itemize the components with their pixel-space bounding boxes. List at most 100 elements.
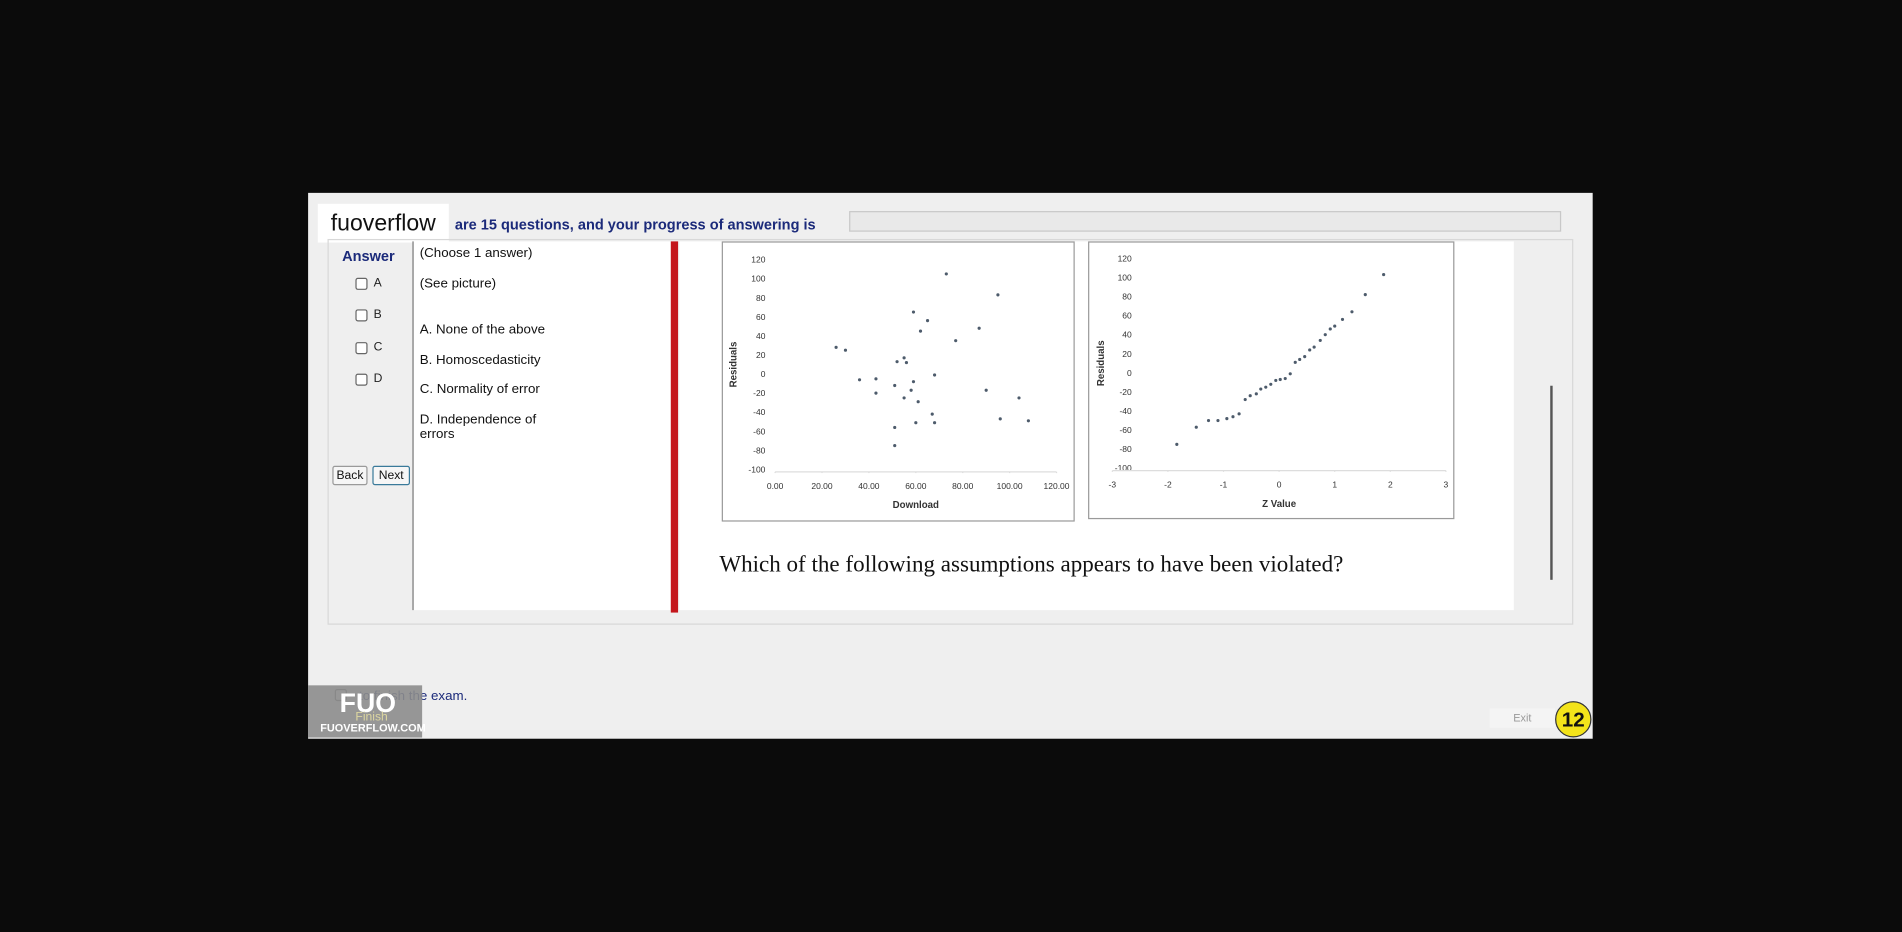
y-tick-label: -20 — [1119, 387, 1132, 397]
point — [1254, 392, 1258, 396]
x-tick-label: 100.00 — [997, 481, 1023, 491]
point — [834, 345, 838, 349]
checkbox[interactable] — [355, 342, 368, 355]
point — [1216, 418, 1220, 423]
x-axis-label: Z Value — [1262, 499, 1297, 510]
point — [1231, 415, 1235, 419]
point — [944, 272, 948, 276]
question-panel — [412, 241, 671, 611]
answer-title: Answer — [342, 247, 395, 265]
option: D. Independence of errors — [419, 412, 537, 442]
y-tick-label: 20 — [756, 350, 766, 360]
point — [1237, 412, 1241, 416]
choice-label: A — [373, 276, 382, 290]
point — [911, 380, 916, 384]
watermark-mark: FUO — [339, 687, 396, 719]
x-tick-label: 2 — [1388, 480, 1393, 490]
point — [1278, 377, 1282, 382]
point — [998, 417, 1002, 421]
point — [1283, 376, 1287, 381]
finish-button[interactable]: Finish — [355, 710, 388, 725]
point — [918, 329, 923, 333]
y-tick-label: 120 — [1118, 253, 1132, 263]
point — [930, 412, 934, 416]
x-tick-label: 0 — [1277, 480, 1282, 490]
point — [1363, 293, 1367, 297]
point — [977, 326, 981, 330]
option: A. None of the above — [419, 322, 546, 338]
y-tick-label: 100 — [1118, 272, 1132, 282]
point — [902, 396, 906, 400]
point — [914, 421, 918, 425]
y-tick-label: 40 — [1122, 330, 1132, 340]
watermark — [308, 685, 423, 738]
next-button[interactable]: Next — [372, 465, 410, 486]
point — [925, 319, 930, 323]
content-panel — [327, 238, 1574, 625]
y-tick-label: 100 — [751, 274, 765, 284]
point — [1328, 327, 1332, 331]
choice-label: D — [373, 372, 383, 386]
point — [1340, 317, 1345, 321]
point — [1248, 394, 1252, 398]
x-tick-label: 0.00 — [767, 481, 784, 491]
y-tick-label: -60 — [1119, 425, 1132, 435]
y-tick-label: 60 — [1122, 311, 1132, 321]
point — [1382, 273, 1386, 277]
y-axis-label: Residuals — [728, 342, 739, 388]
y-tick-label: 40 — [756, 331, 766, 341]
point — [911, 310, 916, 314]
point — [1308, 348, 1312, 352]
checkbox[interactable] — [355, 277, 368, 290]
y-tick-label: 0 — [761, 369, 766, 379]
exit-button[interactable]: Exit — [1489, 708, 1556, 728]
point — [895, 360, 899, 364]
x-tick-label: 120.00 — [1044, 481, 1070, 491]
checkbox[interactable] — [355, 309, 368, 322]
y-tick-label: 80 — [756, 293, 766, 303]
scrollbar[interactable] — [1550, 385, 1553, 580]
instruction: (Choose 1 answer) — [419, 246, 533, 261]
point — [1269, 382, 1273, 386]
x-tick-label: -2 — [1164, 480, 1172, 490]
option: B. Homoscedasticity — [419, 352, 541, 368]
point — [933, 373, 937, 377]
point — [1017, 396, 1021, 400]
point — [916, 400, 920, 404]
point — [1175, 442, 1179, 446]
point — [1323, 333, 1327, 337]
point — [874, 391, 878, 395]
point — [1333, 324, 1337, 328]
point — [1312, 345, 1316, 349]
checkbox[interactable] — [355, 373, 368, 386]
y-tick-label: -80 — [753, 445, 766, 455]
point — [1274, 378, 1278, 383]
y-tick-label: 120 — [751, 255, 765, 265]
y-tick-label: -40 — [753, 407, 766, 417]
x-tick-label: 20.00 — [811, 481, 833, 491]
y-tick-label: 60 — [756, 312, 766, 322]
point — [996, 293, 1000, 297]
option: C. Normality of error — [419, 382, 540, 397]
divider — [670, 241, 679, 613]
chart: -100 -80 -60 -40 -20 0 20 40 60 80 100 120 0.00 20.00… — [721, 241, 1075, 522]
point — [1225, 417, 1229, 421]
x-tick-label: 1 — [1332, 480, 1337, 490]
point — [954, 339, 958, 343]
point — [893, 444, 897, 448]
point — [933, 421, 937, 425]
point — [1026, 419, 1030, 423]
point — [1259, 387, 1263, 391]
back-button[interactable]: Back — [332, 465, 368, 486]
x-tick-label: -1 — [1220, 480, 1228, 490]
x-axis-label: Download — [893, 500, 939, 511]
point — [857, 378, 862, 382]
point — [893, 383, 897, 388]
badge: 12 — [1555, 701, 1592, 738]
choice-label: C — [373, 340, 383, 355]
y-tick-label: -100 — [748, 464, 765, 474]
point — [874, 377, 878, 381]
y-tick-label: 20 — [1122, 349, 1132, 359]
